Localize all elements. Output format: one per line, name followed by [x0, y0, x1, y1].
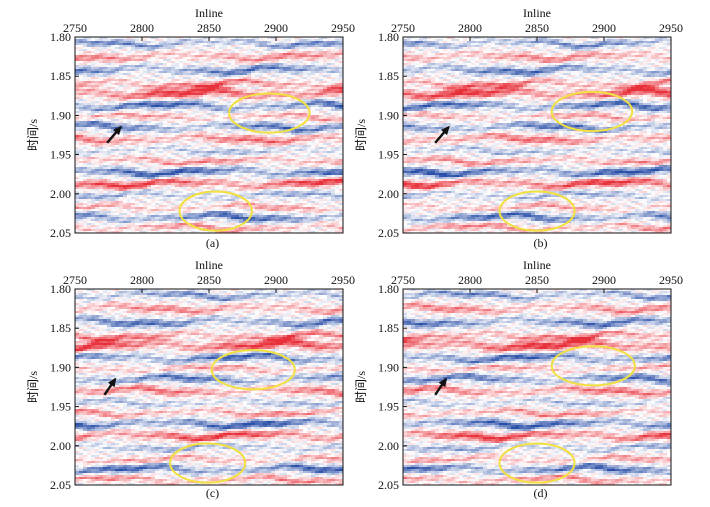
- y-tick-label: 2.00: [50, 187, 71, 201]
- y-tick-label: 1.95: [378, 148, 399, 162]
- x-tick-label: 2950: [659, 273, 683, 287]
- x-tick-label: 2800: [130, 21, 154, 35]
- y-tick-label: 1.85: [378, 69, 399, 83]
- y-tick-label: 2.05: [50, 478, 71, 492]
- y-tick-label: 1.95: [50, 148, 71, 162]
- y-tick-label: 2.05: [378, 478, 399, 492]
- x-axis-title: Inline: [195, 258, 223, 272]
- y-tick-label: 2.05: [50, 226, 71, 240]
- y-tick-label: 1.80: [378, 282, 399, 296]
- x-tick-label: 2900: [264, 273, 288, 287]
- y-tick-label: 2.05: [378, 226, 399, 240]
- x-tick-label: 2800: [458, 21, 482, 35]
- x-axis-title: Inline: [195, 6, 223, 20]
- y-axis-title: 时间/s: [354, 119, 368, 151]
- y-tick-label: 1.80: [378, 30, 399, 44]
- y-tick-label: 1.85: [50, 321, 71, 335]
- x-tick-label: 2850: [525, 21, 549, 35]
- y-tick-label: 1.90: [50, 108, 71, 122]
- y-tick-label: 1.80: [50, 282, 71, 296]
- y-tick-label: 2.00: [50, 439, 71, 453]
- caption-d: (d): [403, 486, 678, 501]
- caption-b: (b): [403, 236, 678, 251]
- y-tick-label: 1.85: [378, 321, 399, 335]
- caption-c: (c): [75, 486, 350, 501]
- x-tick-label: 2950: [659, 21, 683, 35]
- y-tick-label: 1.90: [50, 360, 71, 374]
- y-axis-title: 时间/s: [354, 371, 368, 403]
- x-tick-label: 2850: [197, 273, 221, 287]
- y-tick-label: 1.95: [50, 400, 71, 414]
- y-tick-label: 1.90: [378, 360, 399, 374]
- x-tick-label: 2800: [130, 273, 154, 287]
- amplitude-field: [75, 289, 343, 485]
- y-tick-label: 1.85: [50, 69, 71, 83]
- x-tick-label: 2800: [458, 273, 482, 287]
- y-axis-title: 时间/s: [26, 371, 40, 403]
- y-tick-label: 2.00: [378, 439, 399, 453]
- x-axis-title: Inline: [523, 258, 551, 272]
- x-tick-label: 2850: [525, 273, 549, 287]
- caption-a: (a): [75, 236, 350, 251]
- x-tick-label: 2900: [264, 21, 288, 35]
- y-axis-title: 时间/s: [26, 119, 40, 151]
- y-tick-label: 2.00: [378, 187, 399, 201]
- y-tick-label: 1.90: [378, 108, 399, 122]
- y-tick-label: 1.80: [50, 30, 71, 44]
- x-tick-label: 2900: [592, 21, 616, 35]
- x-tick-label: 2900: [592, 273, 616, 287]
- amplitude-field: [403, 289, 671, 485]
- y-tick-label: 1.95: [378, 400, 399, 414]
- x-axis-title: Inline: [523, 6, 551, 20]
- x-tick-label: 2850: [197, 21, 221, 35]
